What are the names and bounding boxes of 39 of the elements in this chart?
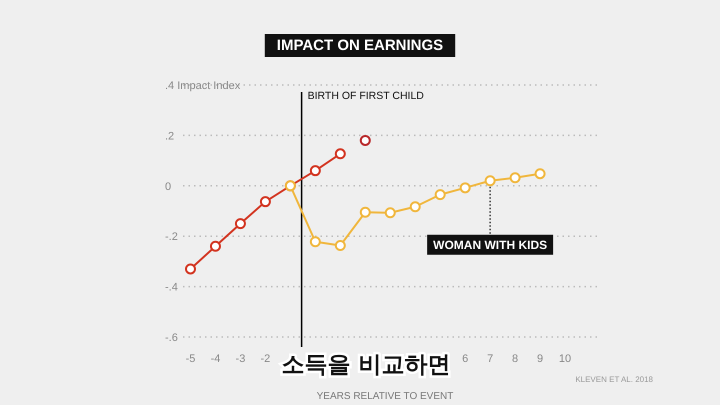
point	[310, 165, 321, 176]
y-tick-label: .4	[165, 80, 174, 92]
x-tick-label: -2	[260, 353, 270, 365]
point	[510, 172, 521, 184]
point	[534, 168, 546, 180]
point	[310, 236, 321, 248]
y-tick-label: -.6	[165, 332, 178, 344]
y-tick-label: -.2	[165, 231, 178, 244]
x-tick-label: -3	[236, 353, 246, 365]
point	[484, 175, 496, 186]
x-tick-label: 6	[462, 353, 468, 365]
point	[434, 189, 446, 200]
ref-line-label: BIRTH OF FIRST CHILD	[308, 90, 424, 102]
x-tick-label: 9	[537, 353, 544, 365]
point	[384, 207, 396, 218]
chart-title: IMPACT ON EARNINGS	[276, 37, 444, 54]
point	[360, 134, 371, 146]
y-tick-label: 0	[165, 180, 172, 193]
point	[334, 148, 346, 160]
point	[334, 240, 346, 252]
point	[460, 182, 471, 194]
text: KLEVEN ET AL. 2018	[575, 375, 654, 384]
text: WOMAN WITH KIDS	[433, 238, 548, 252]
x-tick-label: -4	[210, 353, 220, 365]
y-tick-label: .2	[165, 130, 174, 142]
x-tick-label: -5	[186, 353, 196, 365]
point	[410, 201, 421, 212]
x-tick-label: 7	[487, 353, 494, 365]
point	[210, 240, 221, 252]
text: 소득을 비교하면	[281, 352, 451, 378]
point	[184, 263, 196, 274]
point	[234, 218, 246, 230]
point	[260, 196, 271, 208]
x-axis-title: YEARS RELATIVE TO EVENT	[316, 391, 454, 402]
y-axis-title: Impact Index	[174, 80, 241, 92]
x-tick-label: 8	[512, 353, 518, 365]
x-tick-label: 10	[558, 353, 572, 365]
point	[360, 206, 371, 218]
y-tick-label: -.4	[165, 282, 178, 294]
